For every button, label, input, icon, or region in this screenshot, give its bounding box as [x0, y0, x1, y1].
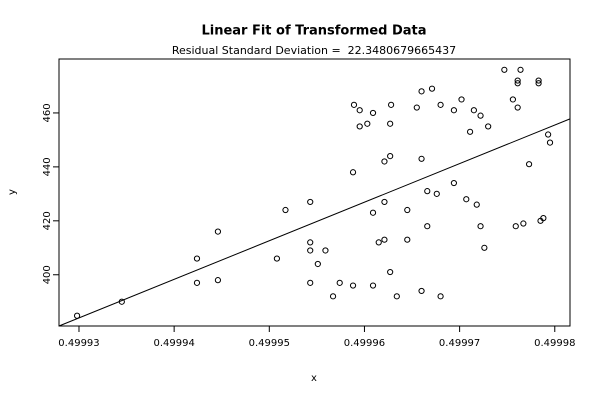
data-point — [369, 282, 377, 289]
data-point — [369, 209, 377, 216]
data-point — [356, 107, 363, 114]
data-point — [514, 80, 521, 87]
data-point — [193, 279, 201, 286]
y-tick-label: 400 — [42, 265, 53, 284]
data-point — [481, 244, 488, 251]
data-point — [418, 88, 425, 95]
data-point — [458, 96, 465, 103]
data-point — [193, 255, 201, 262]
x-tick-label: 0.49996 — [344, 338, 385, 349]
data-point — [336, 279, 343, 286]
data-point — [428, 85, 436, 92]
data-point — [387, 120, 394, 127]
y-tick-label: 460 — [42, 103, 53, 122]
data-point — [387, 268, 394, 276]
x-tick-label: 0.49995 — [249, 338, 290, 349]
data-point — [418, 287, 425, 295]
data-point — [381, 158, 388, 165]
y-tick-label: 440 — [42, 157, 53, 176]
data-point — [307, 239, 314, 246]
data-point — [214, 277, 222, 284]
data-point — [214, 228, 222, 235]
data-point — [418, 155, 425, 162]
data-point — [375, 239, 382, 246]
data-point — [381, 236, 388, 243]
data-point — [514, 104, 521, 111]
data-point — [349, 282, 357, 289]
data-point — [546, 139, 554, 146]
data-point — [463, 196, 470, 203]
data-point — [509, 96, 517, 103]
data-point — [307, 198, 314, 206]
data-point — [473, 201, 480, 208]
data-point — [512, 223, 519, 230]
data-point — [314, 260, 321, 268]
data-point — [322, 247, 329, 254]
data-point — [369, 109, 377, 117]
data-point — [307, 247, 314, 254]
data-point — [501, 66, 508, 73]
data-point — [387, 152, 394, 160]
data-point — [424, 188, 431, 195]
data-point — [349, 169, 357, 176]
chart-subtitle: Residual Standard Deviation = 22.3480679… — [172, 44, 456, 57]
data-point — [404, 236, 411, 243]
data-point — [388, 101, 395, 108]
x-tick-label: 0.49998 — [534, 338, 575, 349]
x-tick-label: 0.49997 — [439, 338, 480, 349]
data-point — [470, 107, 477, 114]
data-point — [535, 77, 542, 84]
data-point — [350, 101, 358, 108]
data-point — [517, 66, 524, 73]
data-point — [520, 220, 527, 227]
data-point — [393, 293, 400, 300]
data-point — [437, 293, 444, 300]
data-point — [413, 104, 420, 111]
data-point — [404, 206, 411, 214]
data-point — [273, 255, 281, 262]
plot-frame — [58, 58, 571, 327]
chart-title: Linear Fit of Transformed Data — [201, 24, 426, 39]
data-point — [364, 120, 371, 127]
y-tick-label: 420 — [42, 211, 53, 230]
data-point — [477, 112, 484, 119]
data-point — [545, 131, 552, 138]
fit-line — [58, 118, 571, 327]
data-point — [307, 279, 314, 286]
data-point — [282, 206, 289, 214]
data-point — [525, 161, 533, 168]
data-point — [485, 123, 492, 130]
data-point — [437, 101, 444, 108]
data-point — [450, 179, 458, 187]
x-tick-label: 0.49993 — [58, 338, 99, 349]
data-point — [540, 215, 547, 222]
x-tick-label: 0.49994 — [153, 338, 194, 349]
y-axis-label: y — [7, 189, 18, 195]
data-point — [535, 80, 542, 87]
x-axis-label: x — [311, 373, 317, 384]
data-point — [356, 123, 363, 130]
data-point — [433, 190, 440, 197]
data-point — [424, 223, 431, 230]
data-point — [450, 107, 458, 114]
data-point — [477, 223, 484, 230]
data-point — [466, 128, 474, 135]
data-point — [329, 293, 337, 300]
data-point — [514, 77, 521, 84]
data-point — [381, 198, 388, 206]
